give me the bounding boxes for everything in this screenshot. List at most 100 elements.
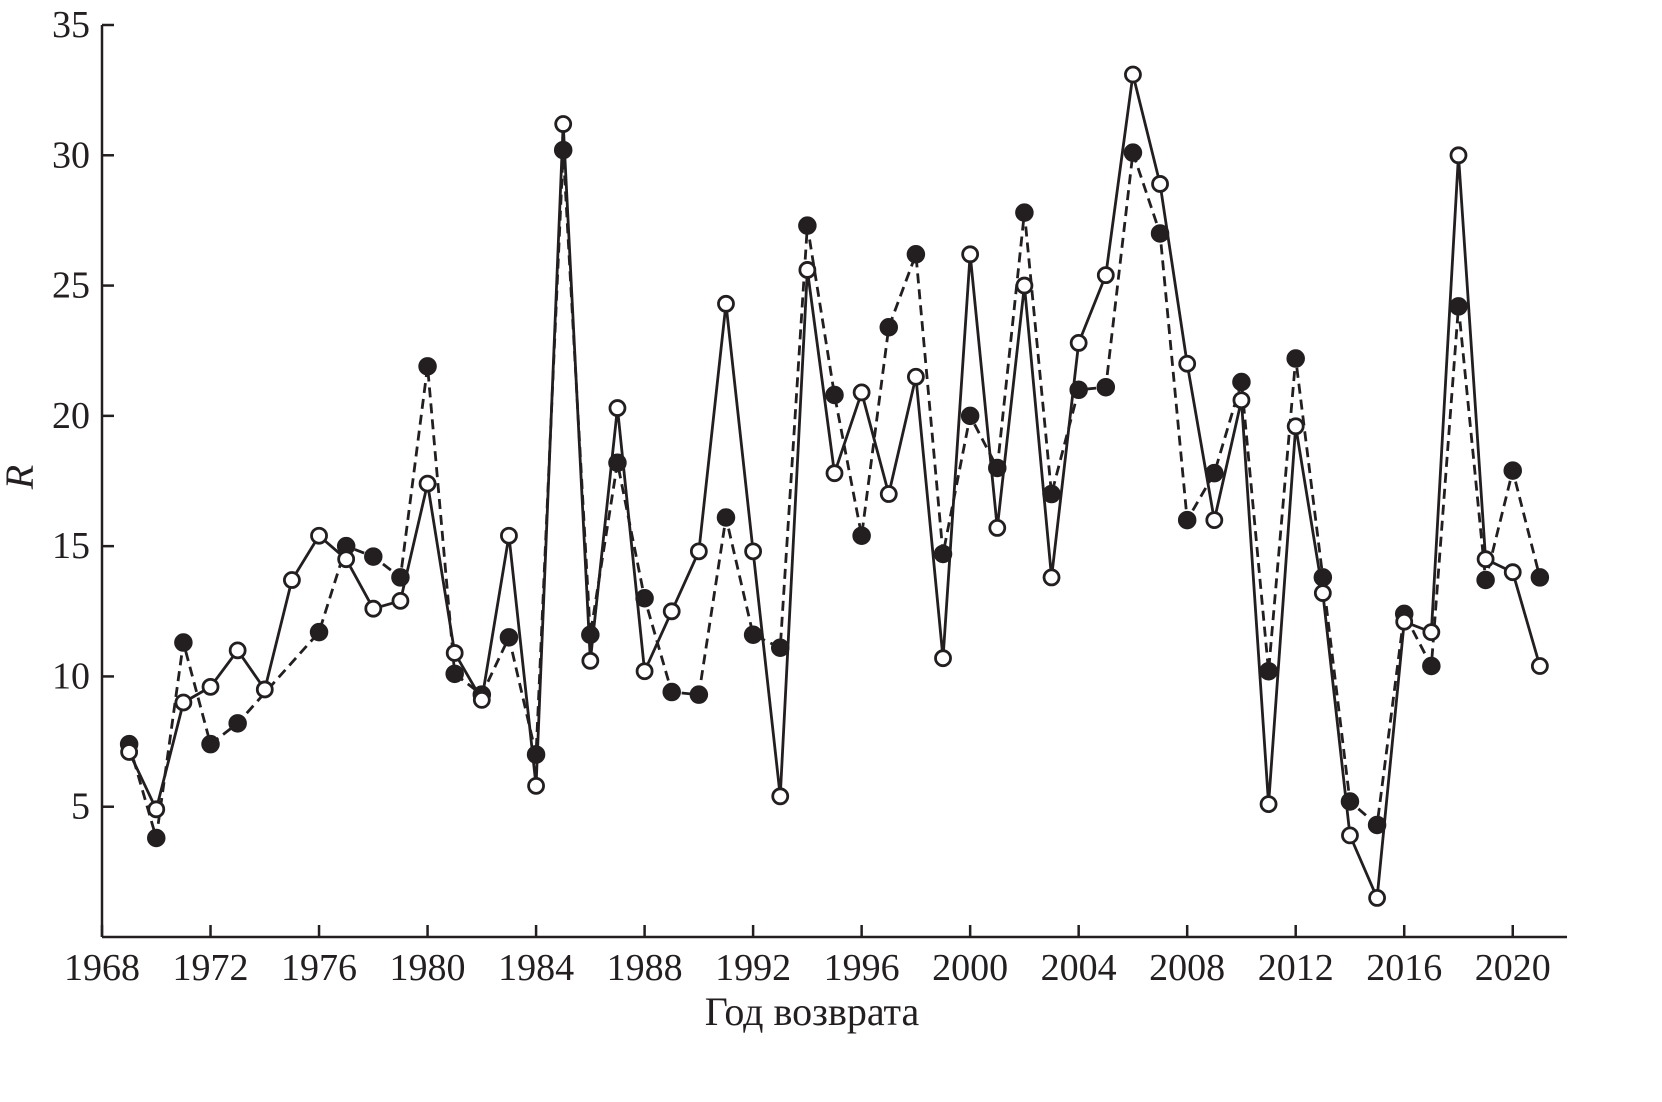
y-tick-label: 5 — [71, 786, 90, 828]
x-tick-label: 1976 — [281, 947, 357, 989]
filled-point — [1096, 377, 1116, 397]
filled-point — [1259, 661, 1278, 681]
x-tick-label: 1984 — [498, 947, 574, 989]
x-tick-label: 1988 — [607, 947, 683, 989]
open-point — [1178, 354, 1197, 373]
filled-point — [1232, 372, 1251, 392]
x-axis-title: Год возврата — [705, 989, 920, 1034]
y-tick-label: 10 — [52, 655, 90, 697]
x-tick-label: 1992 — [715, 947, 791, 989]
open-point — [1259, 795, 1278, 814]
y-tick-label: 30 — [52, 134, 90, 176]
x-tick-label: 1996 — [824, 947, 900, 989]
open-point — [771, 787, 790, 806]
open-point — [310, 526, 328, 545]
filled-point — [526, 745, 546, 764]
open-point — [1286, 417, 1305, 436]
open-point — [906, 367, 925, 386]
filled-point — [906, 245, 926, 264]
open-point — [1015, 276, 1034, 295]
open-point — [825, 464, 844, 483]
filled-point — [1422, 656, 1441, 676]
open-point — [1313, 584, 1332, 602]
open-point — [879, 485, 898, 503]
open-point — [1096, 266, 1115, 285]
y-ticks: 5 10 15 20 25 30 35 — [52, 4, 114, 828]
x-tick-label: 2000 — [932, 947, 1008, 989]
open-point — [364, 599, 383, 618]
open-point — [228, 641, 247, 660]
open-point — [472, 690, 491, 709]
filled-point — [689, 685, 709, 704]
filled-point — [960, 406, 980, 426]
open-point — [255, 680, 274, 699]
filled-point — [1503, 461, 1522, 480]
y-tick-label: 35 — [52, 4, 90, 46]
filled-point — [1367, 815, 1387, 835]
series-line — [127, 148, 1542, 840]
filled-point — [445, 664, 464, 684]
open-point — [798, 261, 817, 279]
filled-point — [635, 589, 654, 608]
series-1-markers — [120, 65, 1549, 907]
filled-point — [1476, 570, 1495, 590]
filled-point — [1069, 380, 1088, 400]
filled-point — [743, 625, 763, 644]
filled-point — [798, 216, 817, 235]
open-point — [961, 245, 980, 264]
open-point — [1449, 146, 1468, 165]
x-tick-label: 2008 — [1149, 947, 1225, 989]
open-point — [1476, 550, 1495, 569]
series-line — [127, 73, 1542, 900]
filled-point — [770, 638, 790, 658]
open-point — [689, 542, 708, 561]
filled-point — [1015, 203, 1034, 222]
y-axis-title: R — [0, 465, 42, 490]
x-ticks: 1968 1972 1976 1980 1984 1988 1992 1996 2000 2004… — [64, 925, 1551, 989]
open-point — [527, 776, 545, 795]
filled-point — [662, 682, 681, 702]
filled-point — [879, 318, 899, 337]
x-tick-label: 2016 — [1366, 947, 1442, 989]
open-point — [1069, 333, 1088, 352]
filled-point — [553, 140, 573, 160]
y-tick-label: 25 — [52, 265, 90, 307]
filled-point — [391, 568, 410, 587]
open-point — [418, 474, 437, 493]
filled-point — [825, 385, 844, 405]
series-2-line — [127, 148, 1542, 840]
filled-point — [499, 628, 519, 647]
filled-point — [1286, 349, 1305, 368]
open-point — [1042, 568, 1061, 587]
filled-point — [1205, 463, 1224, 483]
filled-point — [1449, 297, 1468, 316]
filled-point — [1150, 224, 1170, 243]
open-point — [201, 677, 220, 696]
axes — [100, 25, 1567, 939]
open-point — [1232, 391, 1251, 410]
open-point — [744, 542, 763, 561]
open-point — [500, 526, 518, 545]
open-point — [581, 651, 600, 670]
open-point — [662, 602, 681, 621]
open-point — [934, 649, 952, 668]
x-tick-label: 1972 — [173, 947, 249, 989]
open-point — [1422, 623, 1441, 642]
filled-point — [364, 547, 383, 566]
filled-point — [228, 714, 247, 733]
x-tick-label: 1980 — [390, 947, 466, 989]
open-point — [717, 294, 735, 313]
filled-point — [608, 453, 627, 473]
filled-point — [1313, 568, 1333, 587]
open-point — [1341, 826, 1359, 845]
x-tick-label: 2020 — [1475, 947, 1551, 989]
open-point — [1530, 657, 1549, 675]
filled-point — [716, 508, 736, 527]
filled-point — [309, 622, 329, 642]
open-point — [147, 800, 166, 819]
open-point — [852, 383, 871, 402]
filled-point — [418, 357, 437, 376]
y-tick-label: 15 — [52, 525, 90, 567]
open-point — [445, 644, 464, 662]
